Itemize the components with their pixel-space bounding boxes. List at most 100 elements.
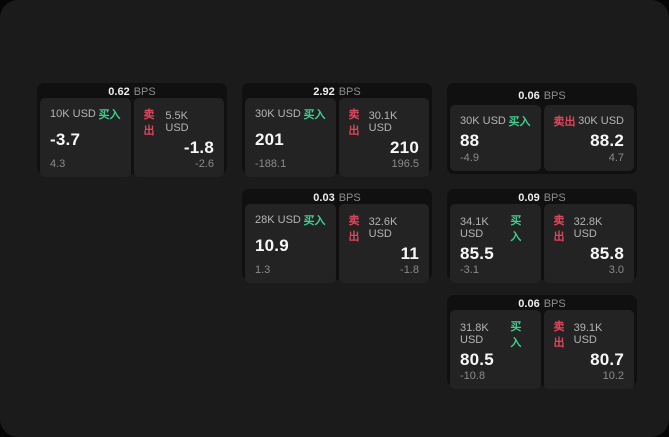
sell-delta: 4.7 bbox=[608, 152, 624, 164]
bps-header: 0.03 BPS bbox=[245, 192, 429, 204]
quote-card-4: 0.03 BPS 28K USD 买入 10.9 1.3 卖出 32.6K US… bbox=[242, 189, 432, 283]
sell-size-label: 30.1K USD bbox=[368, 110, 398, 134]
buy-size-label: 31.8K USD bbox=[460, 322, 489, 346]
sell-delta: 196.5 bbox=[391, 158, 419, 170]
buy-panel-top: 30K USD 买入 bbox=[255, 106, 326, 122]
buy-label: 买入 bbox=[508, 116, 531, 128]
quote-card-3: 0.06 BPS 30K USD 买入 88 -4.9 卖出 30K USD bbox=[447, 83, 637, 174]
sell-size-label: 39.1K USD bbox=[573, 322, 603, 346]
sell-panel[interactable]: 卖出 5.5K USD -1.8 -2.6 bbox=[133, 98, 224, 177]
sell-panel-top: 卖出 30.1K USD bbox=[349, 106, 420, 138]
bps-unit-label: BPS bbox=[338, 86, 361, 98]
buy-delta: -4.9 bbox=[460, 152, 479, 164]
bps-value: 0.06 bbox=[518, 89, 540, 102]
sell-panel-top: 卖出 5.5K USD bbox=[144, 106, 215, 138]
sell-price: 11 bbox=[400, 244, 419, 263]
sell-panel[interactable]: 卖出 39.1K USD 80.7 10.2 bbox=[543, 310, 634, 389]
buy-panel-top: 31.8K USD 买入 bbox=[460, 318, 531, 350]
buy-panel-top: 10K USD 买入 bbox=[50, 106, 121, 122]
buy-panel-top: 30K USD 买入 bbox=[460, 113, 531, 129]
buy-delta: -10.8 bbox=[460, 370, 486, 382]
buy-size-label: 10K USD bbox=[50, 108, 96, 120]
bps-header: 0.06 BPS bbox=[450, 298, 634, 310]
buy-panel-top: 28K USD 买入 bbox=[255, 212, 326, 228]
bps-value: 0.06 bbox=[518, 298, 540, 310]
buy-delta: -3.1 bbox=[460, 264, 479, 276]
sell-price: 210 bbox=[390, 138, 419, 157]
quote-card-grid: 0.62 BPS 10K USD 买入 -3.7 4.3 卖出 5.5K USD bbox=[37, 83, 637, 389]
buy-price: 10.9 bbox=[255, 236, 289, 255]
buy-size-label: 30K USD bbox=[460, 115, 506, 127]
sell-price: 85.8 bbox=[590, 244, 624, 263]
sell-price: 88.2 bbox=[590, 130, 624, 150]
buy-delta: 4.3 bbox=[50, 158, 66, 170]
sell-label: 卖出 bbox=[143, 109, 155, 137]
quote-panels: 28K USD 买入 10.9 1.3 卖出 32.6K USD 11 -1.8 bbox=[245, 204, 429, 283]
sell-panel[interactable]: 卖出 32.6K USD 11 -1.8 bbox=[338, 204, 429, 283]
bps-header: 0.62 BPS bbox=[40, 86, 224, 98]
buy-size-label: 28K USD bbox=[255, 214, 301, 226]
bps-header: 2.92 BPS bbox=[245, 86, 429, 98]
buy-delta: -188.1 bbox=[255, 158, 287, 170]
quote-panels: 10K USD 买入 -3.7 4.3 卖出 5.5K USD -1.8 -2.… bbox=[40, 98, 224, 177]
sell-size-label: 32.8K USD bbox=[573, 216, 603, 240]
bps-unit-label: BPS bbox=[338, 192, 361, 204]
buy-panel[interactable]: 28K USD 买入 10.9 1.3 bbox=[245, 204, 336, 283]
bps-value: 0.62 bbox=[108, 86, 130, 98]
buy-label: 买入 bbox=[510, 215, 522, 243]
sell-label: 卖出 bbox=[348, 215, 360, 243]
sell-size-label: 5.5K USD bbox=[165, 110, 189, 134]
sell-label: 卖出 bbox=[553, 116, 576, 128]
buy-price: 80.5 bbox=[460, 350, 494, 369]
sell-panel-top: 卖出 32.6K USD bbox=[349, 212, 420, 244]
quote-panels: 30K USD 买入 201 -188.1 卖出 30.1K USD 210 1… bbox=[245, 98, 429, 177]
sell-label: 卖出 bbox=[553, 321, 565, 349]
sell-delta: -2.6 bbox=[195, 158, 214, 170]
sell-label: 卖出 bbox=[348, 109, 360, 137]
buy-panel[interactable]: 31.8K USD 买入 80.5 -10.8 bbox=[450, 310, 541, 389]
buy-label: 买入 bbox=[510, 321, 522, 349]
buy-label: 买入 bbox=[303, 109, 326, 121]
sell-panel[interactable]: 卖出 32.8K USD 85.8 3.0 bbox=[543, 204, 634, 283]
bps-unit-label: BPS bbox=[133, 86, 156, 98]
buy-size-label: 34.1K USD bbox=[460, 216, 489, 240]
buy-label: 买入 bbox=[303, 215, 326, 227]
buy-price: 201 bbox=[255, 130, 284, 149]
quote-panels: 30K USD 买入 88 -4.9 卖出 30K USD 88.2 4.7 bbox=[450, 105, 634, 171]
sell-panel-top: 卖出 39.1K USD bbox=[554, 318, 625, 350]
buy-delta: 1.3 bbox=[255, 264, 271, 276]
buy-panel[interactable]: 10K USD 买入 -3.7 4.3 bbox=[40, 98, 131, 177]
quote-card-5: 0.09 BPS 34.1K USD 买入 85.5 -3.1 卖出 32.8K… bbox=[447, 189, 637, 283]
sell-size-label: 32.6K USD bbox=[368, 216, 398, 240]
sell-price: -1.8 bbox=[183, 138, 214, 157]
bps-header: 0.09 BPS bbox=[450, 192, 634, 204]
bps-header: 0.06 BPS bbox=[450, 86, 634, 105]
bps-value: 0.09 bbox=[518, 192, 540, 204]
buy-size-label: 30K USD bbox=[255, 108, 301, 120]
buy-panel-top: 34.1K USD 买入 bbox=[460, 212, 531, 244]
bps-unit-label: BPS bbox=[543, 298, 566, 310]
quote-card-6: 0.06 BPS 31.8K USD 买入 80.5 -10.8 卖出 39.1… bbox=[447, 295, 637, 389]
quote-card-2: 2.92 BPS 30K USD 买入 201 -188.1 卖出 30.1K … bbox=[242, 83, 432, 177]
sell-delta: 10.2 bbox=[602, 370, 624, 382]
sell-delta: 3.0 bbox=[608, 264, 624, 276]
sell-panel-top: 卖出 30K USD bbox=[554, 113, 625, 129]
quote-panels: 34.1K USD 买入 85.5 -3.1 卖出 32.8K USD 85.8… bbox=[450, 204, 634, 283]
sell-label: 卖出 bbox=[553, 215, 565, 243]
buy-panel[interactable]: 34.1K USD 买入 85.5 -3.1 bbox=[450, 204, 541, 283]
bps-value: 2.92 bbox=[313, 86, 335, 98]
sell-delta: -1.8 bbox=[400, 264, 419, 276]
quote-card-1: 0.62 BPS 10K USD 买入 -3.7 4.3 卖出 5.5K USD bbox=[37, 83, 227, 177]
bps-unit-label: BPS bbox=[543, 89, 566, 102]
quote-panels: 31.8K USD 买入 80.5 -10.8 卖出 39.1K USD 80.… bbox=[450, 310, 634, 389]
buy-price: 88 bbox=[460, 130, 480, 150]
buy-panel[interactable]: 30K USD 买入 201 -188.1 bbox=[245, 98, 336, 177]
buy-price: -3.7 bbox=[50, 130, 81, 149]
bps-unit-label: BPS bbox=[543, 192, 566, 204]
sell-panel[interactable]: 卖出 30K USD 88.2 4.7 bbox=[543, 105, 634, 171]
sell-panel[interactable]: 卖出 30.1K USD 210 196.5 bbox=[338, 98, 429, 177]
buy-price: 85.5 bbox=[460, 244, 494, 263]
buy-panel[interactable]: 30K USD 买入 88 -4.9 bbox=[450, 105, 541, 171]
sell-size-label: 30K USD bbox=[578, 115, 624, 127]
